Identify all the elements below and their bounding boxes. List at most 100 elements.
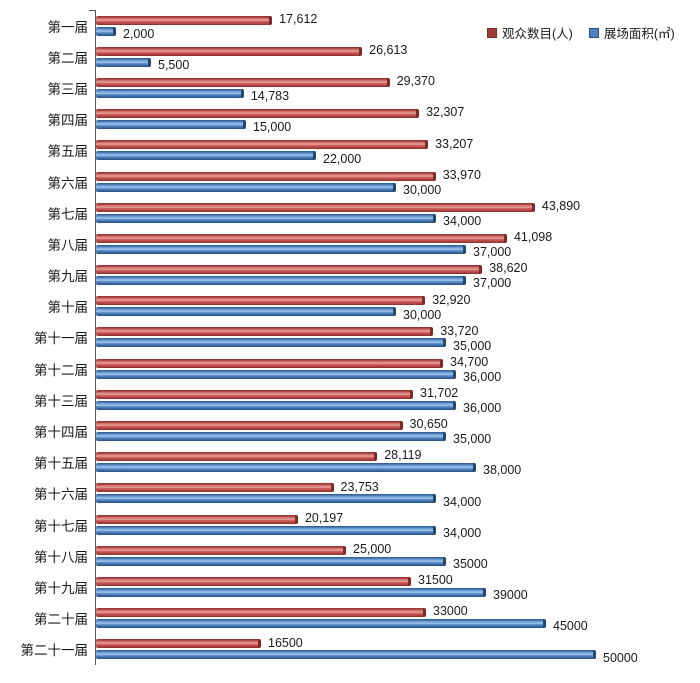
row-bars: 16500 50000 (95, 633, 700, 665)
chart-row: 第十一届 33,720 35,000 (0, 321, 700, 354)
area-bar-line: 15,000 (96, 120, 700, 133)
visitors-bar (96, 545, 346, 555)
area-value-label: 35,000 (453, 432, 492, 447)
chart-row: 第九届 38,620 37,000 (0, 259, 700, 291)
row-bars: 20,197 34,000 (95, 509, 700, 541)
visitors-bar-line: 31,702 (96, 386, 700, 401)
category-label: 第十二届 (34, 362, 88, 378)
category-label: 第十届 (47, 300, 89, 316)
area-bar-line: 35,000 (96, 432, 700, 445)
area-bar (96, 276, 466, 286)
visitors-value-label: 26,613 (369, 43, 408, 58)
area-bar (96, 57, 151, 67)
visitors-bar-line: 32,307 (96, 106, 700, 118)
visitors-bar (96, 358, 443, 368)
category-label: 第十五届 (34, 456, 88, 472)
area-value-label: 34,000 (443, 213, 482, 228)
area-bar (96, 556, 446, 566)
category-label: 第一届 (47, 19, 89, 35)
row-bars: 33,720 35,000 (95, 321, 700, 354)
area-bar (96, 182, 396, 192)
chart-row: 第五届 33,207 22,000 (0, 134, 700, 166)
chart-row: 第八届 41,098 37,000 (0, 228, 700, 260)
category-label: 第二十一届 (20, 643, 89, 659)
visitors-value-label: 34,700 (450, 354, 489, 369)
visitors-bar (96, 421, 403, 431)
area-bar-line: 35,000 (96, 338, 700, 352)
visitors-bar-line: 25,000 (96, 543, 700, 555)
visitors-value-label: 20,197 (304, 510, 344, 525)
area-bar (96, 650, 596, 660)
area-value-label: 5,500 (158, 58, 190, 73)
chart-row: 第十六届 23,753 34,000 (0, 477, 700, 509)
area-value-label: 30,000 (403, 182, 442, 197)
visitors-value-label: 23,753 (340, 479, 379, 494)
area-bar-line: 34,000 (96, 213, 700, 227)
visitors-bar (96, 233, 507, 243)
row-bars: 31,702 36,000 (95, 384, 700, 416)
area-bar-line: 36,000 (96, 400, 700, 414)
chart-row: 第六届 33,970 30,000 (0, 165, 700, 198)
area-bar-line: 50000 (96, 650, 700, 664)
area-bar (96, 26, 116, 36)
area-bar (96, 463, 476, 473)
area-value-label: 34,000 (443, 525, 482, 540)
area-value-label: 37,000 (473, 276, 512, 291)
visitors-bar-line: 30,650 (96, 417, 700, 432)
visitors-bar-line: 26,613 (96, 43, 700, 58)
category-label: 第三届 (47, 81, 89, 97)
area-bar-line: 34,000 (96, 494, 700, 508)
row-bars: 23,753 34,000 (95, 477, 700, 509)
area-value-label: 15,000 (253, 120, 292, 135)
area-bar (96, 338, 446, 348)
category-label: 第十九届 (34, 580, 88, 596)
chart-row: 第十九届 31500 39000 (0, 571, 700, 603)
area-value-label: 22,000 (323, 151, 362, 166)
visitors-bar (96, 140, 429, 150)
visitors-bar-line: 33000 (96, 605, 700, 617)
area-bar-line: 37,000 (96, 244, 700, 258)
area-bar (96, 400, 456, 410)
visitors-bar-line: 33,720 (96, 325, 700, 337)
visitors-bar-line: 28,119 (96, 449, 700, 461)
area-bar-line: 39000 (96, 587, 700, 601)
visitors-value-label: 31,702 (420, 386, 459, 401)
visitors-bar (96, 389, 414, 399)
legend-swatch-red-icon (487, 27, 497, 38)
legend-item-area: 展场面积(㎡) (588, 23, 675, 42)
area-bar-line: 45000 (96, 619, 700, 632)
category-label: 第十一届 (34, 331, 88, 347)
visitors-value-label: 30,650 (409, 417, 448, 432)
category-label: 第二届 (47, 50, 89, 66)
area-value-label: 50000 (603, 650, 638, 665)
chart-row: 第四届 32,307 15,000 (0, 103, 700, 135)
row-bars: 17,612 2,000 (95, 10, 700, 42)
visitors-bar (96, 514, 298, 524)
category-label: 第五届 (47, 144, 89, 160)
row-bars: 29,370 14,783 (95, 72, 700, 104)
visitors-value-label: 16500 (268, 635, 303, 650)
visitors-bar (96, 77, 390, 87)
chart-row: 第七届 43,890 34,000 (0, 197, 700, 229)
row-bars: 31500 39000 (95, 571, 700, 603)
row-bars: 33,970 30,000 (95, 165, 700, 198)
row-bars: 38,620 37,000 (95, 259, 700, 291)
area-value-label: 39000 (493, 588, 528, 603)
legend-label-visitors: 观众数目(人) (502, 27, 573, 41)
row-bars: 34,700 36,000 (95, 353, 700, 385)
area-bar (96, 151, 316, 161)
area-bar-line: 37,000 (96, 276, 700, 289)
category-label: 第十六届 (34, 487, 88, 503)
visitors-bar (96, 171, 436, 181)
area-bar-line: 34,000 (96, 525, 700, 539)
chart-row: 第二十一届 16500 50000 (0, 633, 700, 665)
area-value-label: 34,000 (443, 494, 482, 509)
visitors-bar (96, 327, 434, 337)
chart-row: 第十八届 25,000 35000 (0, 540, 700, 572)
visitors-bar (96, 483, 334, 493)
axis-tick (89, 10, 96, 11)
row-bars: 26,613 5,500 (95, 41, 700, 73)
area-bar (96, 587, 486, 597)
visitors-bar (96, 202, 535, 212)
visitors-bar-line: 31500 (96, 574, 700, 586)
